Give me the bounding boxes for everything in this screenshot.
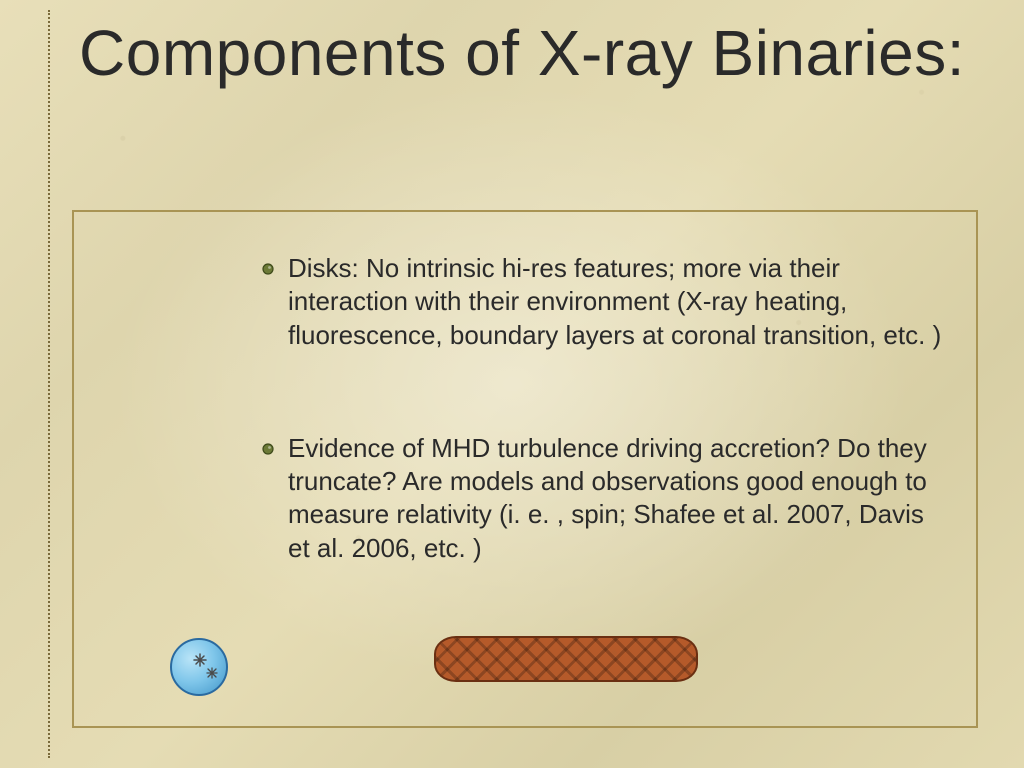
list-item: Disks: No intrinsic hi-res features; mor… (262, 252, 948, 352)
slide: Components of X-ray Binaries: Disks: No … (0, 0, 1024, 768)
bullet-icon (262, 262, 274, 280)
bullet-icon (262, 442, 274, 460)
slide-title: Components of X-ray Binaries: (60, 18, 984, 90)
flare-icon (207, 668, 217, 678)
accretion-disk-shape (434, 636, 698, 682)
donor-star-diagram (164, 632, 304, 702)
spacer (262, 362, 948, 432)
bullet-list: Disks: No intrinsic hi-res features; mor… (262, 252, 948, 565)
flare-icon (194, 654, 206, 666)
list-item: Evidence of MHD turbulence driving accre… (262, 432, 948, 565)
bullet-text: Disks: No intrinsic hi-res features; mor… (288, 252, 948, 352)
bullet-text: Evidence of MHD turbulence driving accre… (288, 432, 948, 565)
left-margin-rule (48, 10, 50, 758)
content-box: Disks: No intrinsic hi-res features; mor… (72, 210, 978, 728)
